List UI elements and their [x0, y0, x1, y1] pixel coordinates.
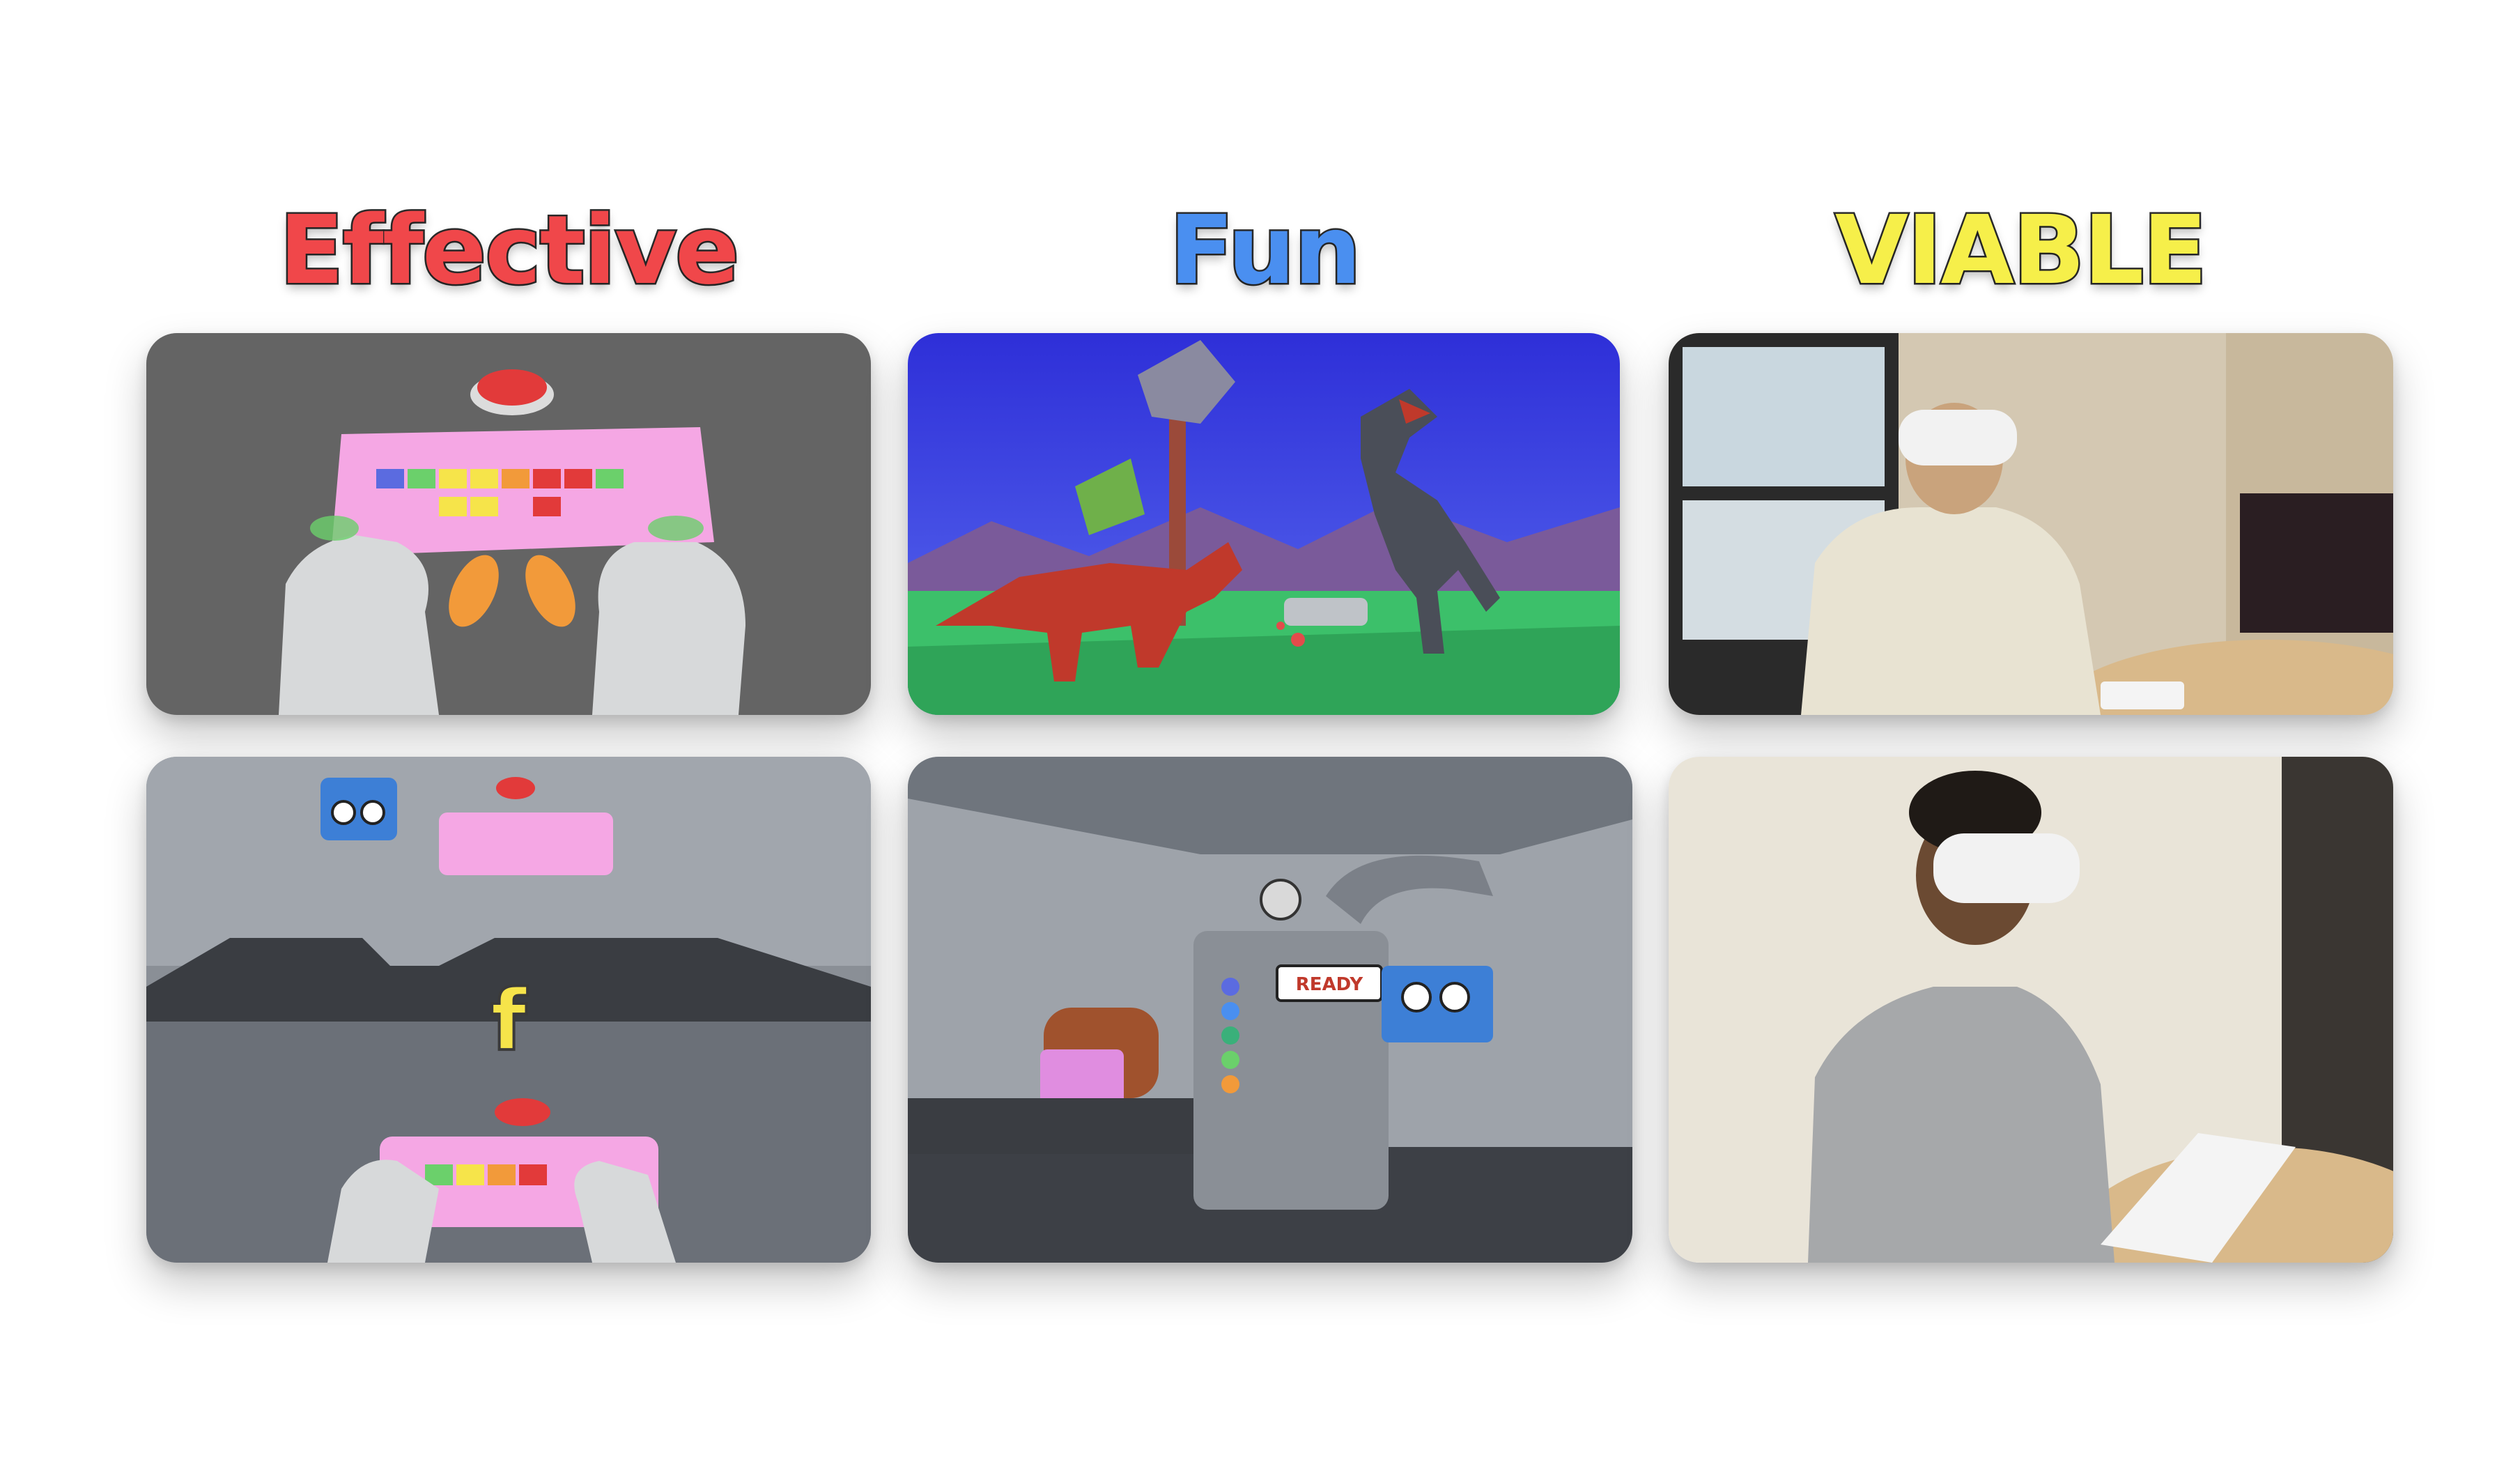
pink-keyboard — [331, 427, 714, 556]
blue-avatar — [1382, 966, 1493, 1042]
white-keyboard — [2101, 1133, 2296, 1263]
vr-office-typing-scene-image: f — [146, 757, 871, 1263]
girl-vr-photo — [1669, 333, 2393, 715]
left-hand — [327, 1160, 439, 1263]
red-button — [477, 369, 547, 406]
ready-sign: READY — [1296, 974, 1364, 995]
girl-vr-headset-photo — [1669, 333, 2393, 715]
colored-keys — [376, 469, 624, 516]
t-rex — [1361, 389, 1500, 654]
vr-headset — [1933, 833, 2080, 903]
heading-viable: VIABLE — [1833, 196, 2209, 306]
left-hand — [279, 535, 439, 715]
dinosaur-scene — [908, 333, 1620, 715]
pink-avatar — [1040, 1049, 1124, 1105]
vr-keyboard-hands-image — [146, 333, 871, 715]
right-hand — [592, 542, 745, 715]
boy-vr-photo — [1669, 757, 2393, 1263]
hoodie — [1801, 507, 2101, 715]
typing-letter: f — [490, 973, 528, 1070]
low-poly-dinosaur-scene-image — [908, 333, 1620, 715]
heading-effective: Effective — [277, 196, 741, 306]
boy-vr-headset-photo — [1669, 757, 2393, 1263]
tree-foliage — [1138, 340, 1235, 424]
vr-keyboard-scene — [146, 333, 871, 715]
heading-fun: Fun — [1168, 196, 1363, 306]
robot-head — [320, 778, 397, 840]
vr-machine-room-image: READY — [908, 757, 1632, 1263]
grey-hoodie — [1808, 987, 2115, 1263]
vr-headset — [1899, 410, 2017, 465]
red-dinosaur — [936, 542, 1242, 681]
right-hand — [574, 1161, 676, 1263]
office-typing-scene: f — [146, 757, 871, 1263]
machine-room-scene: READY — [908, 757, 1632, 1263]
